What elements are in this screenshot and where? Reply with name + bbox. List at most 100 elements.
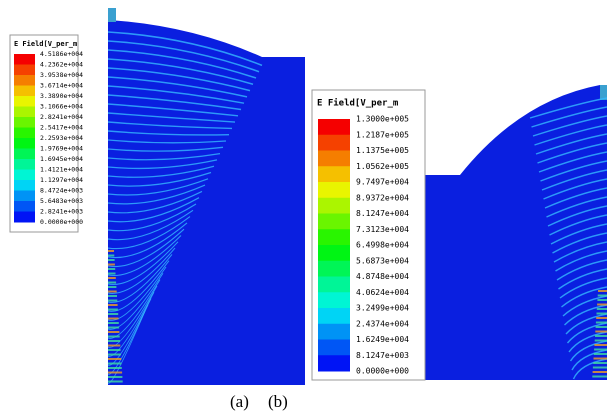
legend-label: 3.1066e+004 [40,103,83,111]
field-stripe [529,97,607,119]
caption: (a) [230,392,249,411]
legend-title: E Field[V_per_m [14,40,77,48]
field-stripe [108,171,212,187]
field-stripe [108,190,203,214]
field-stripe [108,159,218,170]
legend-label: 5.6873e+004 [356,256,409,265]
field-stripe [108,184,206,205]
field-hotspot [593,362,607,364]
field-hotspot [108,290,117,293]
color-swatch [14,211,35,223]
field-stripe [108,216,191,250]
field-stripe [565,313,607,335]
field-hotspot [108,299,118,302]
field-stripe [108,228,185,268]
field-stripe [559,277,607,299]
field-hotspot [108,322,119,324]
field-hotspot [108,268,116,270]
legend-a: E Field[V_per_m 4.5186e+004 4.2362e+004 3.… [9,34,83,233]
field-hotspot [108,331,120,333]
field-stripe [531,106,607,128]
legend-label: 1.6945e+004 [40,155,83,163]
field-hotspot [108,259,115,261]
field-hotspot [108,380,123,383]
field-hotspot [108,272,116,275]
field-stripe [108,40,260,73]
field-hotspot [595,321,607,324]
color-swatch [318,308,350,325]
field-hotspot [595,335,607,337]
field-hotspot [593,353,607,355]
legend-label: 1.3000e+005 [356,115,409,124]
field-stripe [558,268,607,290]
legend-label: 0.0000e+000 [356,367,409,376]
field-stripe [549,214,607,236]
field-hotspot [594,348,607,351]
field-stripe [108,285,158,348]
field-stripe [553,241,607,263]
color-swatch [14,64,35,76]
field-hotspot [594,339,607,342]
color-swatch [14,75,35,86]
field-stripe [544,187,607,209]
field-stripe [572,358,607,380]
field-hotspot [108,295,117,297]
color-swatch [14,85,35,97]
field-stripe [569,340,607,362]
field-stripe [543,178,607,200]
color-swatch [14,159,35,170]
field-hotspot [592,366,607,369]
field-hotspot [592,375,607,378]
field-stripe [108,178,209,196]
field-hotspot [108,317,119,320]
legend-label: 2.2593e+004 [40,134,83,142]
field-stripe [556,259,607,281]
field-hotspot [108,376,123,378]
field-stripe [555,250,607,272]
legend-label: 7.3123e+004 [356,225,409,234]
field-hotspot [596,308,607,310]
caption: (b) [268,392,288,411]
field-hotspot [108,362,122,365]
field-stripe [108,197,200,223]
field-plot-a [108,8,305,385]
field-stripe [108,49,257,79]
color-swatch [14,138,35,149]
field-stripe [535,133,607,155]
legend-label: 3.9538e+004 [40,71,83,79]
color-swatch [318,134,350,151]
legend-label: 1.9769e+004 [40,145,83,153]
color-swatch [318,355,350,372]
field-stripe [108,31,263,67]
field-stripe [108,291,155,357]
legend-label: 6.4998e+004 [356,241,409,250]
color-swatch [318,229,350,246]
field-stripe [108,58,254,86]
legend-label: 1.1375e+005 [356,146,409,155]
legend-label: 2.8241e+003 [40,208,83,216]
legend-label: 1.4121e+004 [40,166,83,174]
legend-label: 4.5186e+004 [40,50,83,58]
field-hotspot [108,250,114,252]
field-hotspot [597,303,607,306]
field-stripe [534,124,607,146]
legend-label: 3.3890e+004 [40,92,83,100]
field-stripe [541,169,607,191]
field-stripe [108,152,221,161]
field-stripe [566,322,607,344]
field-hotspot [594,344,607,346]
field-hotspot [108,353,121,356]
field-hotspot [108,335,120,338]
color-swatch [14,106,35,118]
field-hotspot [108,371,123,374]
color-swatch [318,292,350,309]
field-stripe [108,266,167,321]
field-plot-b [420,85,607,380]
field-stripe [108,112,236,123]
field-stripe [108,254,173,303]
legend-label: 5.6483e+003 [40,197,83,205]
legend-title: E Field[V_per_m [317,98,399,109]
field-stripe [108,241,179,285]
legend-label: 4.2362e+004 [40,61,83,69]
